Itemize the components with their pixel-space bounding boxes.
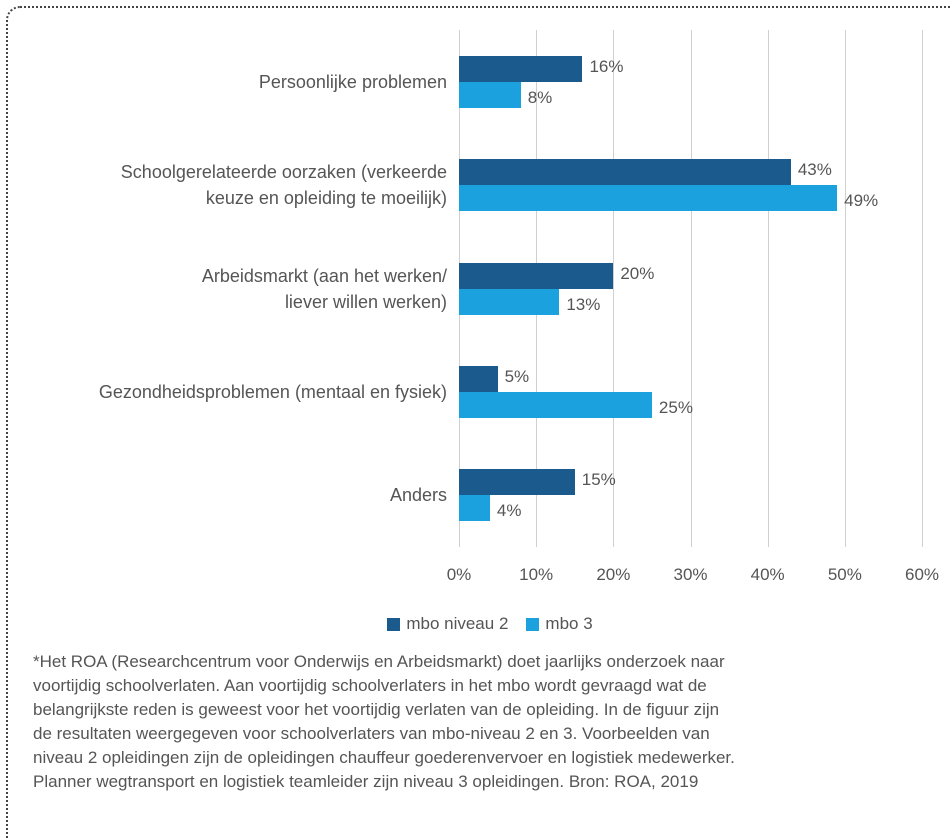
data-label: 49%: [844, 191, 879, 211]
category-label: Arbeidsmarkt (aan het werken/ liever wil…: [201, 265, 447, 312]
legend: mbo niveau 2 mbo 3: [0, 614, 950, 634]
legend-label: mbo niveau 2: [406, 614, 509, 633]
bar: [459, 55, 583, 82]
bar: [459, 495, 490, 522]
category-label: Persoonlijke problemen: [258, 71, 447, 92]
bar: [459, 391, 652, 418]
data-label: 43%: [797, 160, 832, 180]
x-tick-label: 50%: [827, 565, 862, 584]
x-tick-label: 30%: [673, 565, 708, 584]
grid-line: [613, 30, 615, 547]
data-label: 5%: [504, 366, 530, 386]
legend-swatch: [526, 617, 540, 631]
category-label: Schoolgerelateerde oorzaken (verkeerde k…: [120, 162, 447, 209]
footnote: *Het ROA (Researchcentrum voor Onderwijs…: [33, 652, 735, 791]
grid-line: [690, 30, 692, 547]
legend-label: mbo 3: [545, 614, 593, 633]
category-label: Anders: [389, 485, 447, 506]
grid-line: [844, 30, 846, 547]
grid-line: [922, 30, 923, 547]
legend-swatch: [387, 617, 401, 631]
x-tick-label: 20%: [596, 565, 631, 584]
legend-item: mbo niveau 2: [387, 614, 508, 634]
bar: [459, 159, 791, 186]
bar: [459, 365, 498, 392]
data-label: 13%: [566, 294, 601, 314]
frame: [6, 6, 950, 838]
bar: [459, 262, 614, 289]
data-label: 8%: [527, 87, 553, 107]
x-tick-label: 0%: [446, 565, 472, 584]
data-label: 4%: [496, 501, 522, 521]
bar: [459, 288, 560, 315]
data-label: 25%: [658, 397, 693, 417]
x-tick-label: 10%: [519, 565, 554, 584]
bar: [459, 81, 521, 108]
data-label: 20%: [620, 263, 655, 283]
data-label: 15%: [581, 470, 616, 490]
x-tick-label: 60%: [904, 565, 940, 584]
bar: [459, 469, 575, 496]
category-label: Gezondheidsproblemen (mentaal en fysiek): [98, 381, 447, 402]
legend-item: mbo 3: [526, 614, 593, 634]
bar: [459, 185, 838, 212]
grid-line: [767, 30, 769, 547]
data-label: 16%: [589, 56, 624, 76]
x-tick-label: 40%: [750, 565, 785, 584]
